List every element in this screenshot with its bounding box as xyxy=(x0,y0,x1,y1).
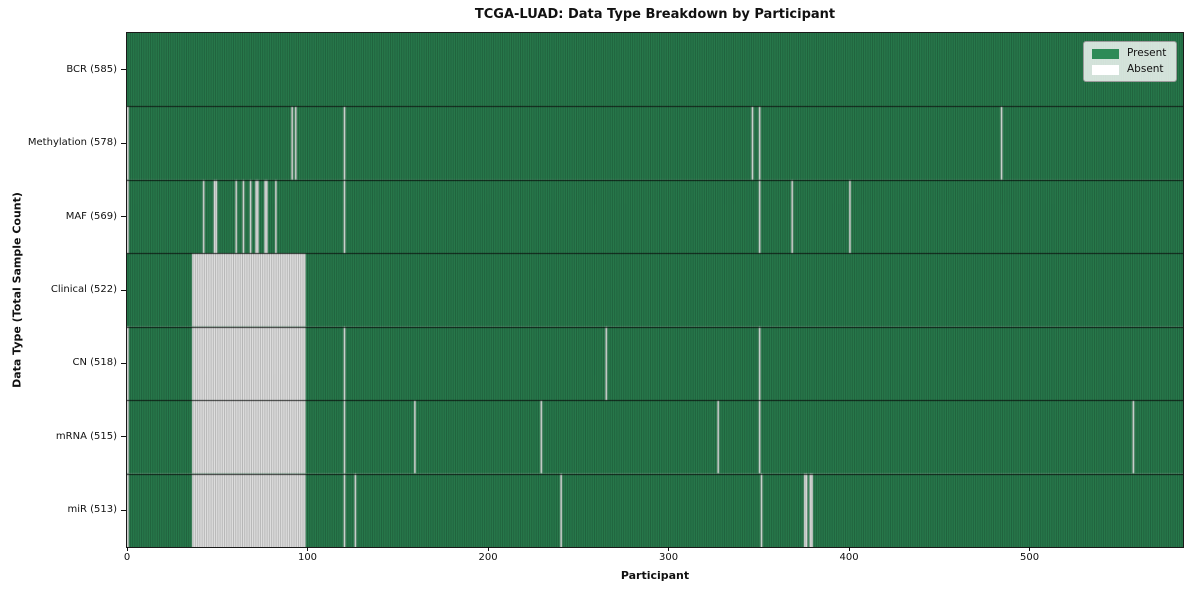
x-tick-label: 500 xyxy=(1020,552,1040,563)
legend-label-absent: Absent xyxy=(1127,63,1164,75)
y-tick-mark xyxy=(121,142,126,144)
legend-item-present: Present xyxy=(1092,48,1168,59)
y-tick-mark xyxy=(121,289,126,291)
x-tick-mark xyxy=(487,547,489,551)
y-tick-mark xyxy=(121,436,126,438)
y-tick-label: Methylation (578) xyxy=(27,137,117,149)
x-tick-mark xyxy=(126,547,128,551)
y-tick-mark xyxy=(121,509,126,511)
x-tick-label: 100 xyxy=(297,552,318,563)
y-tick-label: BCR (585) xyxy=(66,63,117,75)
present-swatch-icon xyxy=(1092,48,1119,59)
x-tick-label: 200 xyxy=(478,552,498,563)
x-tick-label: 400 xyxy=(839,552,859,563)
y-tick-label: CN (518) xyxy=(72,357,117,369)
x-tick-label: 300 xyxy=(658,552,679,563)
y-tick-mark xyxy=(121,69,126,71)
legend-item-absent: Absent xyxy=(1092,64,1168,75)
y-tick-label: MAF (569) xyxy=(65,210,117,222)
x-tick-label: 0 xyxy=(123,552,131,563)
x-tick-mark xyxy=(1029,547,1031,551)
y-tick-label: miR (513) xyxy=(67,504,117,516)
y-tick-label: Clinical (522) xyxy=(50,284,117,295)
y-tick-mark xyxy=(121,362,126,364)
x-axis-label: Participant xyxy=(620,569,690,582)
legend: Present Absent xyxy=(1083,41,1177,82)
x-tick-mark xyxy=(668,547,670,551)
absent-swatch-icon xyxy=(1092,64,1119,75)
y-tick-mark xyxy=(121,216,126,218)
x-tick-mark xyxy=(848,547,850,551)
y-tick-label: mRNA (515) xyxy=(55,430,117,442)
legend-label-present: Present xyxy=(1127,47,1167,59)
heatmap-canvas xyxy=(127,33,1183,547)
x-tick-mark xyxy=(307,547,308,551)
chart-title: TCGA-LUAD: Data Type Breakdown by Partic… xyxy=(474,7,836,22)
